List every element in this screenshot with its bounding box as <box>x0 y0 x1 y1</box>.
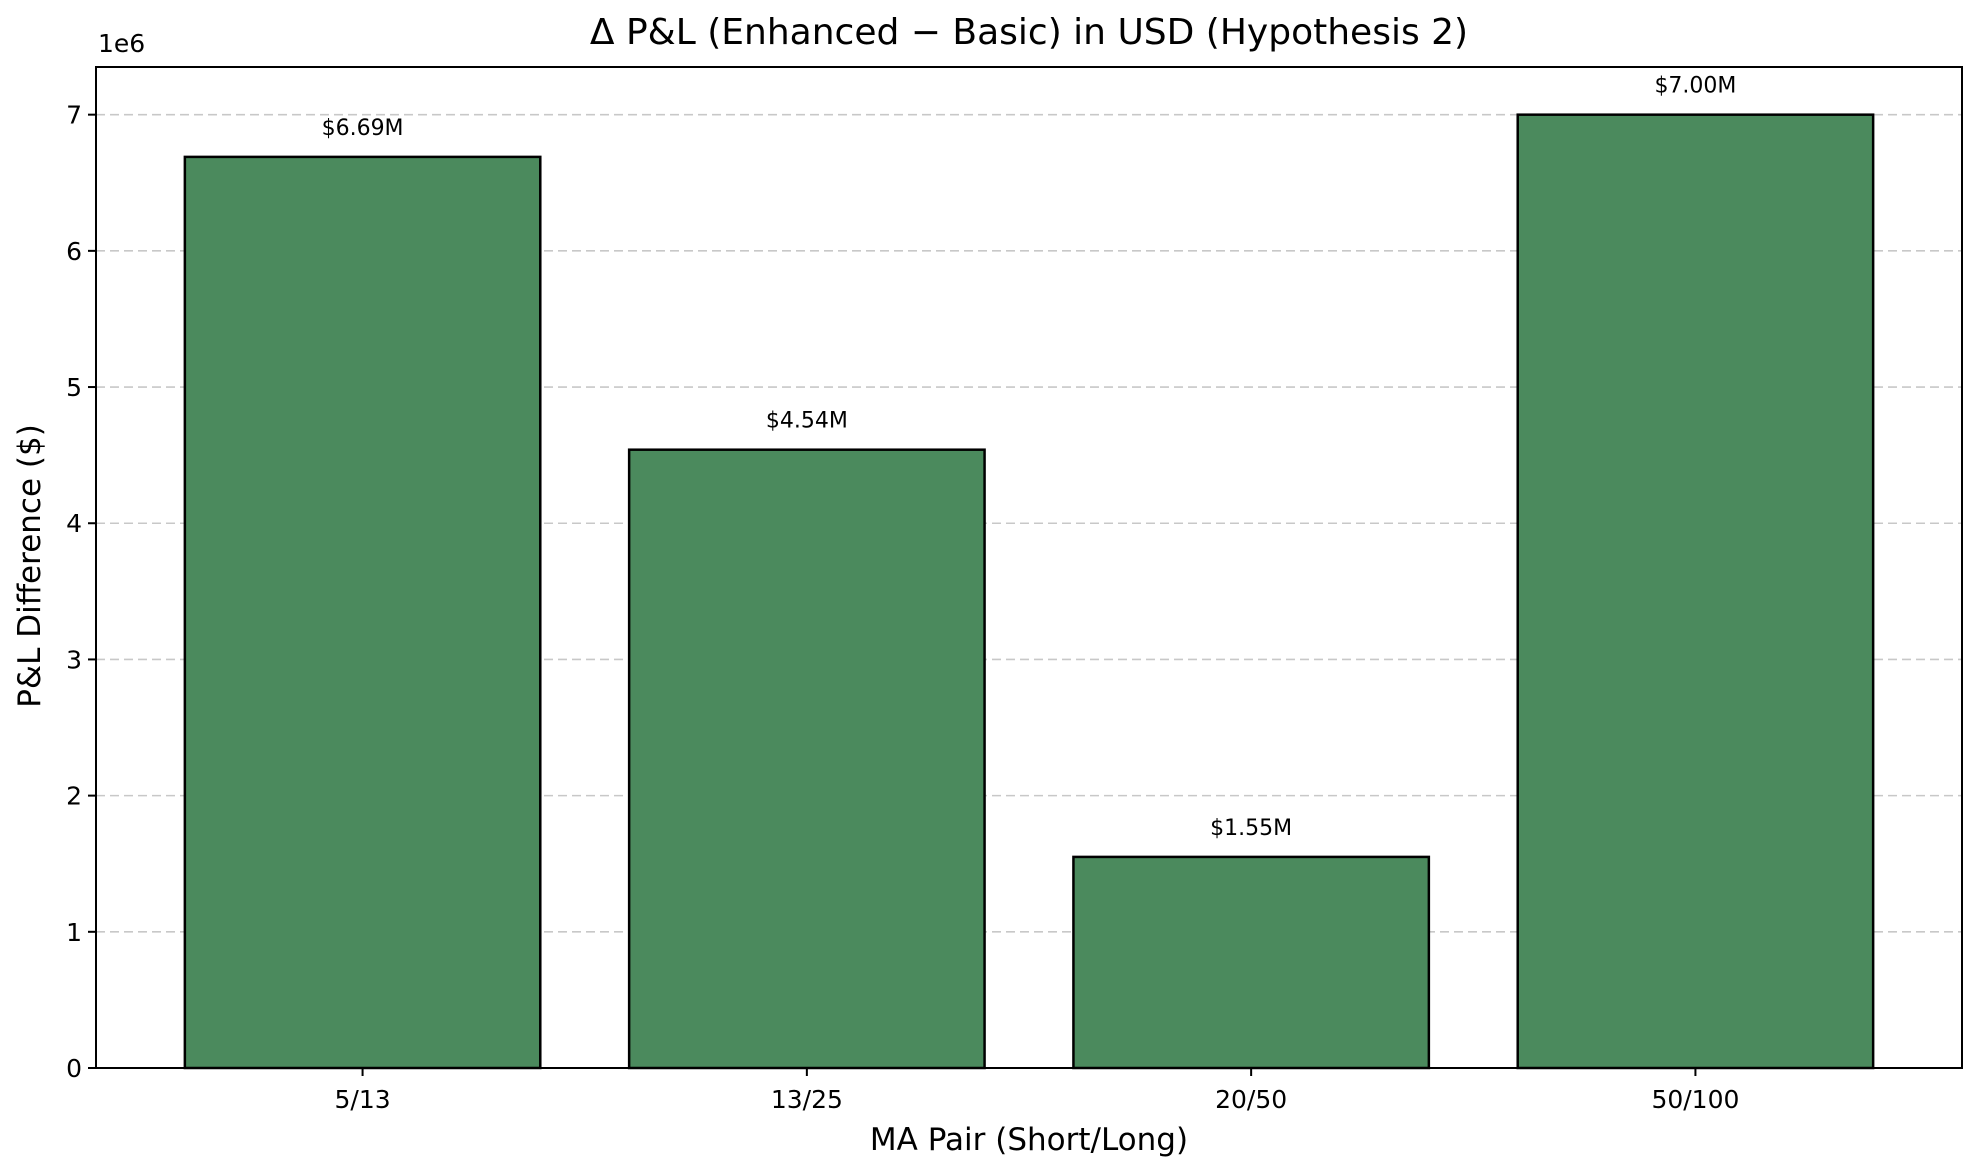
bars <box>183 113 1875 1070</box>
y-tick-label: 6 <box>66 237 82 266</box>
bar <box>183 155 542 1070</box>
y-tick-label: 7 <box>66 101 82 130</box>
y-axis-ticks: 0 1 2 3 4 5 6 7 <box>66 101 96 1083</box>
y-axis-offset-label: 1e6 <box>98 29 145 58</box>
data-labels: $6.69M $4.54M $1.55M $7.00M <box>322 74 1737 841</box>
y-tick-label: 2 <box>66 782 82 811</box>
y-tick-label: 3 <box>66 645 82 674</box>
bar <box>1072 855 1431 1070</box>
y-tick-label: 4 <box>66 509 82 538</box>
bar <box>1516 113 1875 1070</box>
x-axis-label: MA Pair (Short/Long) <box>870 1122 1188 1158</box>
x-axis-ticks: 5/13 13/25 20/50 50/100 <box>335 1068 1739 1114</box>
plot-frame <box>95 66 1963 1069</box>
x-tick-label: 50/100 <box>1651 1085 1739 1114</box>
x-tick-label: 13/25 <box>771 1085 843 1114</box>
y-axis-label: P&L Difference ($) <box>12 424 48 708</box>
bar-value-label: $7.00M <box>1654 74 1736 99</box>
y-tick-label: 5 <box>66 373 82 402</box>
x-tick-label: 20/50 <box>1215 1085 1287 1114</box>
y-tick-label: 1 <box>66 918 82 947</box>
bar <box>627 448 986 1070</box>
y-tick-label: 0 <box>66 1054 82 1083</box>
bar-value-label: $6.69M <box>322 116 404 141</box>
chart-title: Δ P&L (Enhanced − Basic) in USD (Hypothe… <box>590 12 1468 53</box>
bar-value-label: $1.55M <box>1210 816 1292 841</box>
x-tick-label: 5/13 <box>335 1085 391 1114</box>
bar-value-label: $4.54M <box>766 409 848 434</box>
